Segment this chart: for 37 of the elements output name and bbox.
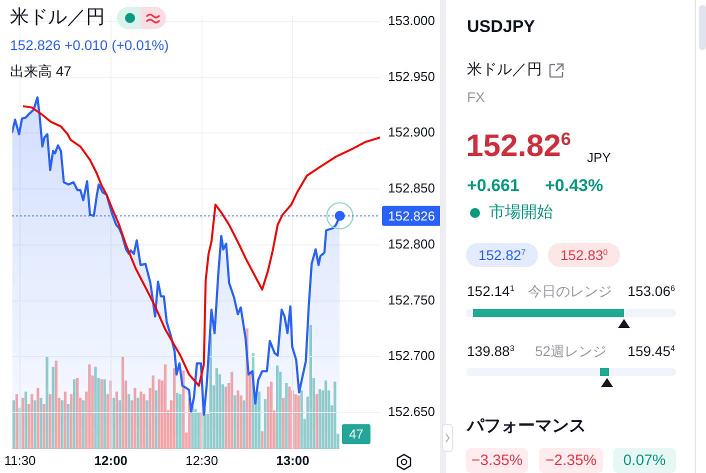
x-tick-label: 12:30 xyxy=(186,452,218,468)
x-tick-label: 13:00 xyxy=(276,452,310,468)
text: 市場開始 xyxy=(489,203,553,222)
text: 153.06$^{6}$ xyxy=(628,283,675,300)
text: 米ドル／円 xyxy=(467,61,542,79)
y-tick-label: 152.850 xyxy=(388,180,435,196)
y-tick-label: 152.700 xyxy=(388,348,435,364)
chart-title: 米ドル／円 xyxy=(10,7,105,29)
text: +0.43% xyxy=(545,176,604,196)
y-tick-label: 152.900 xyxy=(388,124,435,140)
annotation: 出来高 47 xyxy=(10,63,72,80)
text: 52週レンジ xyxy=(535,343,607,360)
text: 152.82$^{7}$ xyxy=(466,243,538,267)
text: JPY xyxy=(587,150,611,166)
text: 152.83$^{0}$ xyxy=(548,243,620,267)
text: −2.35% xyxy=(539,448,603,473)
text: 152.14$^{1}$ xyxy=(467,283,514,300)
text: 159.45$^{4}$ xyxy=(628,343,675,360)
text: 152.826 +0.010 (+0.01%) xyxy=(10,37,169,54)
text: +0.661 xyxy=(467,176,520,196)
x-tick-label: 11:30 xyxy=(4,452,36,468)
text: 152.82$^{6}$ xyxy=(466,127,571,164)
text: USDJPY xyxy=(467,17,536,37)
y-tick-label: 153.000 xyxy=(388,12,435,28)
text: 0.07% xyxy=(613,448,676,473)
text: −3.35% xyxy=(466,448,528,473)
y-tick-label: 152.950 xyxy=(388,68,435,84)
y-tick-label: 152.800 xyxy=(388,236,435,252)
y-tick-label: 152.750 xyxy=(388,292,435,308)
text: FX xyxy=(467,89,485,106)
text: 今日のレンジ xyxy=(528,283,612,300)
text: 139.88$^{3}$ xyxy=(467,343,514,360)
y-tick-label: 152.650 xyxy=(388,404,435,420)
x-tick-label: 12:00 xyxy=(94,452,128,468)
ref-line-label: 152.826 xyxy=(388,208,435,224)
annotation: 47 xyxy=(348,427,364,442)
text: パフォーマンス xyxy=(467,416,586,436)
